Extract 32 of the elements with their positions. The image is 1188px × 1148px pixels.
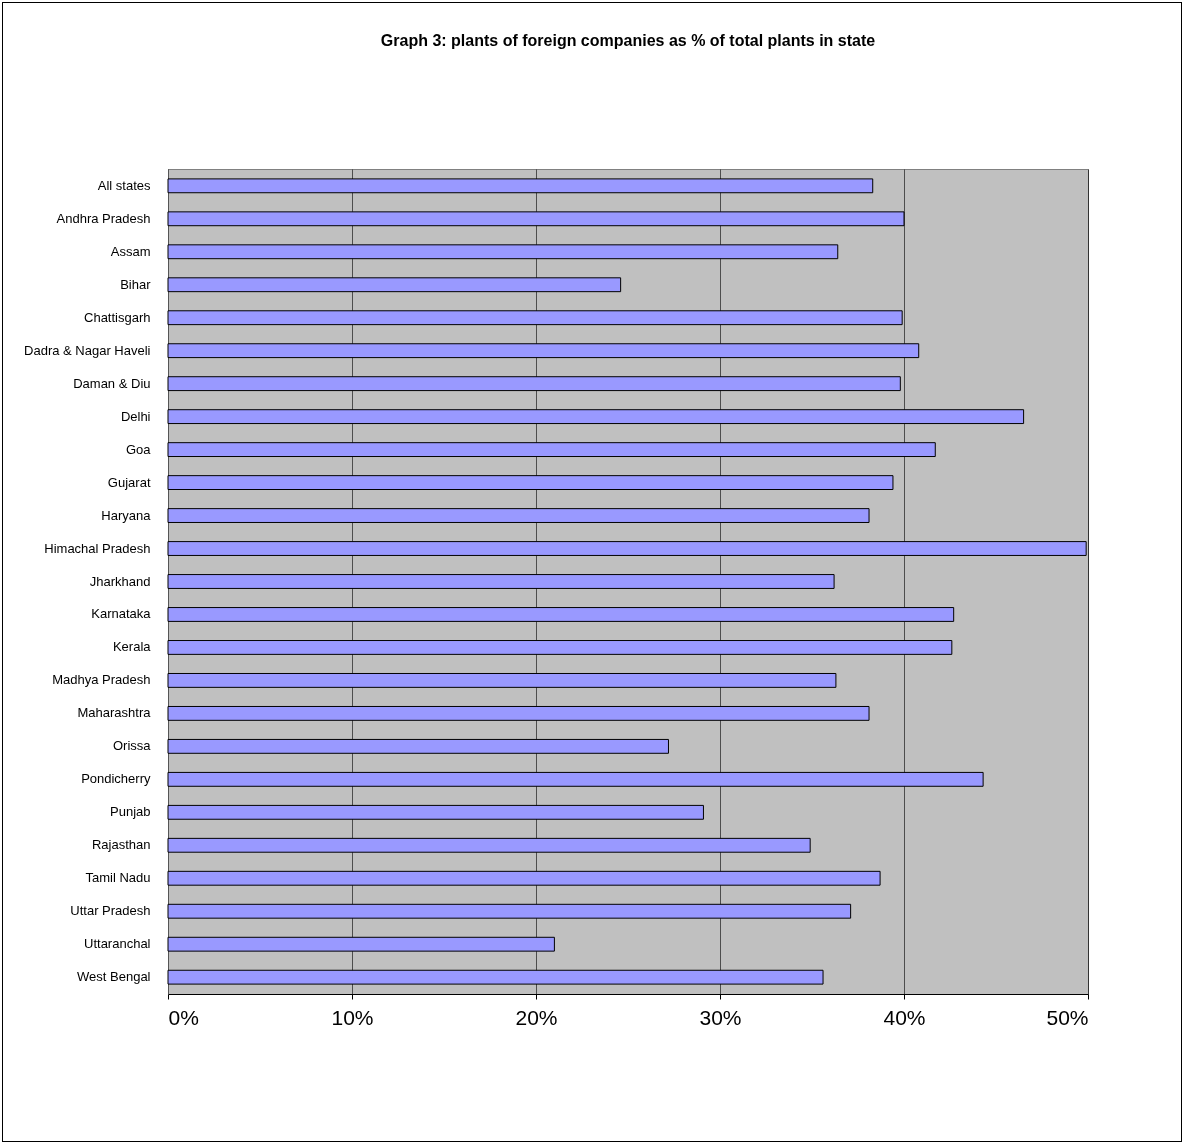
y-tick-label: Madhya Pradesh	[52, 672, 151, 688]
y-tick-label: Dadra & Nagar Haveli	[24, 342, 151, 358]
y-tick-label: Uttaranchal	[84, 936, 151, 952]
y-tick-label: Uttar Pradesh	[70, 903, 151, 919]
y-tick-label: Karnataka	[91, 606, 152, 622]
y-tick-label: Rajasthan	[91, 837, 151, 853]
y-tick-label: Haryana	[101, 507, 152, 523]
x-tick-label: 50%	[1046, 1005, 1089, 1029]
y-tick-label: West Bengal	[77, 969, 151, 985]
x-tick-label: 0%	[168, 1005, 199, 1029]
y-tick-label: Tamil Nadu	[85, 870, 151, 886]
y-tick-label: Assam	[110, 243, 151, 259]
y-tick-label: Chattisgarh	[84, 309, 151, 325]
y-tick-label: Daman & Diu	[73, 375, 151, 391]
x-tick-label: 40%	[883, 1005, 926, 1029]
y-tick-label: Goa	[125, 441, 152, 457]
y-tick-label: Jharkhand	[89, 573, 151, 589]
y-tick-label: Orissa	[112, 738, 152, 754]
x-tick-label: 30%	[699, 1005, 742, 1029]
y-tick-label: Bihar	[120, 276, 152, 292]
chart-title: Graph 3: plants of foreign companies as % of total plants in state	[380, 32, 876, 49]
y-tick-label: Himachal Pradesh	[44, 540, 151, 556]
x-tick-label: 20%	[515, 1005, 558, 1029]
x-tick-label: 10%	[331, 1005, 374, 1029]
y-tick-label: All states	[97, 177, 151, 193]
y-tick-label: Gujarat	[107, 474, 151, 490]
y-tick-label: Delhi	[120, 408, 151, 424]
y-tick-label: Maharashtra	[77, 705, 152, 721]
y-tick-label: Andhra Pradesh	[56, 210, 151, 226]
y-tick-label: Kerala	[112, 639, 152, 655]
y-tick-label: Punjab	[110, 804, 151, 820]
y-tick-label: Pondicherry	[81, 771, 151, 787]
